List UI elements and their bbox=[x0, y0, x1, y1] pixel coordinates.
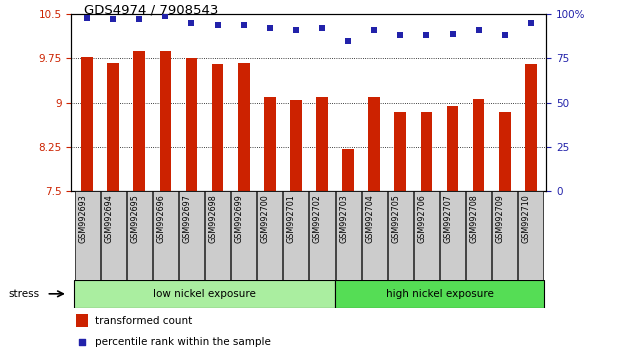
Bar bbox=[335, 191, 361, 280]
Point bbox=[291, 27, 301, 33]
Text: GSM992702: GSM992702 bbox=[313, 194, 322, 243]
Bar bbox=[231, 191, 256, 280]
Point bbox=[396, 33, 406, 38]
Text: GDS4974 / 7908543: GDS4974 / 7908543 bbox=[84, 4, 218, 17]
Text: GSM992695: GSM992695 bbox=[130, 194, 139, 243]
Bar bbox=[440, 191, 465, 280]
Bar bbox=[420, 112, 432, 191]
Bar bbox=[368, 97, 380, 191]
Text: GSM992698: GSM992698 bbox=[209, 194, 217, 242]
Point bbox=[134, 17, 144, 22]
Bar bbox=[81, 57, 93, 191]
Point bbox=[526, 20, 536, 26]
Point bbox=[422, 33, 432, 38]
Bar bbox=[127, 191, 152, 280]
Text: GSM992710: GSM992710 bbox=[522, 194, 531, 242]
Point bbox=[448, 31, 458, 36]
Text: GSM992699: GSM992699 bbox=[235, 194, 243, 243]
Bar bbox=[361, 191, 387, 280]
Bar bbox=[316, 97, 328, 191]
Text: high nickel exposure: high nickel exposure bbox=[386, 289, 494, 299]
Point bbox=[108, 17, 118, 22]
Text: GSM992700: GSM992700 bbox=[261, 194, 270, 242]
Bar bbox=[309, 191, 335, 280]
Bar bbox=[414, 191, 439, 280]
Text: GSM992705: GSM992705 bbox=[391, 194, 401, 243]
Text: GSM992696: GSM992696 bbox=[156, 194, 165, 242]
Bar bbox=[335, 280, 544, 308]
Text: percentile rank within the sample: percentile rank within the sample bbox=[95, 337, 271, 348]
Bar bbox=[107, 63, 119, 191]
Point bbox=[343, 38, 353, 44]
Bar bbox=[290, 100, 302, 191]
Bar bbox=[74, 280, 335, 308]
Text: GSM992694: GSM992694 bbox=[104, 194, 113, 242]
Bar bbox=[134, 51, 145, 191]
Bar bbox=[519, 191, 543, 280]
Point bbox=[317, 25, 327, 31]
Bar bbox=[238, 63, 250, 191]
Bar bbox=[160, 51, 171, 191]
Bar bbox=[466, 191, 491, 280]
Bar bbox=[75, 191, 99, 280]
Bar bbox=[76, 314, 88, 327]
Bar bbox=[179, 191, 204, 280]
Text: GSM992709: GSM992709 bbox=[496, 194, 505, 243]
Bar bbox=[153, 191, 178, 280]
Text: GSM992708: GSM992708 bbox=[469, 194, 479, 242]
Bar bbox=[394, 112, 406, 191]
Bar bbox=[186, 58, 197, 191]
Text: low nickel exposure: low nickel exposure bbox=[153, 289, 256, 299]
Text: GSM992707: GSM992707 bbox=[443, 194, 453, 243]
Text: stress: stress bbox=[8, 289, 39, 299]
Bar bbox=[388, 191, 413, 280]
Point bbox=[160, 13, 170, 19]
Bar bbox=[205, 191, 230, 280]
Text: GSM992706: GSM992706 bbox=[417, 194, 427, 242]
Point bbox=[474, 27, 484, 33]
Bar bbox=[212, 64, 224, 191]
Point bbox=[238, 22, 248, 28]
Text: GSM992703: GSM992703 bbox=[339, 194, 348, 242]
Point bbox=[212, 22, 222, 28]
Bar bbox=[446, 105, 458, 191]
Bar bbox=[342, 149, 354, 191]
Bar bbox=[499, 112, 510, 191]
Bar bbox=[257, 191, 283, 280]
Point bbox=[186, 20, 196, 26]
Bar bbox=[264, 97, 276, 191]
Point bbox=[500, 33, 510, 38]
Text: GSM992701: GSM992701 bbox=[287, 194, 296, 242]
Point bbox=[82, 15, 92, 21]
Bar bbox=[101, 191, 125, 280]
Text: transformed count: transformed count bbox=[95, 316, 193, 326]
Bar bbox=[473, 99, 484, 191]
Bar bbox=[525, 64, 537, 191]
Point bbox=[369, 27, 379, 33]
Point bbox=[265, 25, 274, 31]
Point bbox=[77, 340, 87, 346]
Text: GSM992704: GSM992704 bbox=[365, 194, 374, 242]
Bar bbox=[492, 191, 517, 280]
Text: GSM992697: GSM992697 bbox=[183, 194, 191, 243]
Bar bbox=[283, 191, 309, 280]
Text: GSM992693: GSM992693 bbox=[78, 194, 87, 242]
